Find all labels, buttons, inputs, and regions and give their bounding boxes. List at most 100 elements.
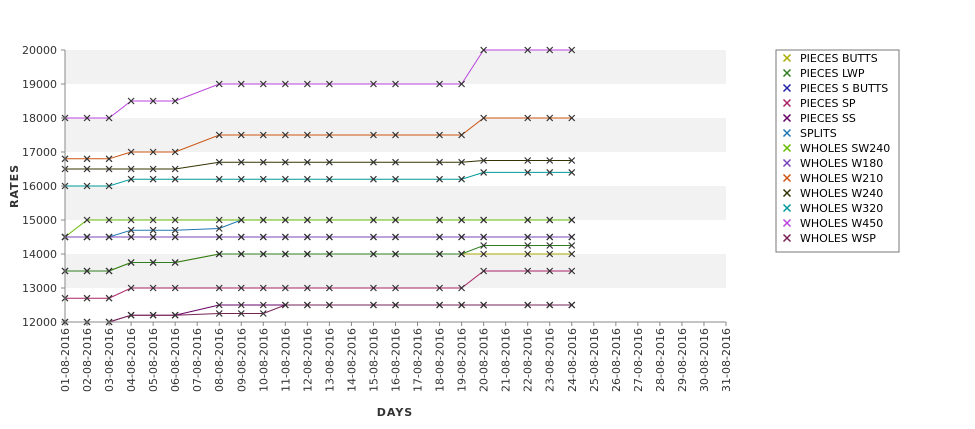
data-point-pieces-sp [237,284,245,292]
data-point-wholes-sw240 [436,216,443,224]
data-point-wholes-w450 [215,80,223,88]
x-tick-label: 10-08-2016 [257,328,270,392]
data-point-wholes-sw240 [105,216,113,224]
x-tick-label: 25-08-2016 [588,328,601,392]
series-wholes-sw240 [64,219,572,238]
data-point-wholes-wsp [127,311,135,319]
y-tick-label: 20000 [22,44,57,57]
data-point-wholes-w210 [436,131,443,139]
x-tick-label: 07-08-2016 [191,328,204,392]
x-tick-label: 27-08-2016 [632,328,645,392]
data-point-wholes-w450 [259,80,267,88]
data-point-wholes-w240 [370,158,377,166]
data-point-wholes-w320 [325,175,333,183]
data-point-wholes-w180 [237,233,245,241]
legend-label: WHOLES W450 [800,217,883,230]
data-point-wholes-w210 [105,155,113,163]
legend-marker [782,68,792,78]
data-point-wholes-w180 [480,233,488,241]
data-point-pieces-sp [259,284,267,292]
x-tick-label: 11-08-2016 [279,328,292,392]
data-point-wholes-wsp [149,311,157,319]
data-point-wholes-sw240 [83,216,91,224]
data-point-wholes-w180 [568,233,576,241]
legend-item-wholes-w450: WHOLES W450 [782,217,883,230]
axes [64,50,726,323]
data-point-wholes-w450 [546,46,554,54]
data-point-wholes-w210 [303,131,311,139]
data-point-wholes-w240 [392,158,399,166]
x-tick-label: 04-08-2016 [125,328,138,392]
legend-label: WHOLES W180 [800,157,883,170]
data-point-pieces-sp [303,284,311,292]
x-axis-ticks: 01-08-2016 02-08-2016 03-08-2016 04-08-2016… [59,322,733,392]
x-tick-label: 28-08-2016 [654,328,667,392]
legend-label: WHOLES W210 [800,172,883,185]
data-point-wholes-w180 [281,233,289,241]
data-point-wholes-w450 [303,80,311,88]
data-point-wholes-w240 [436,158,443,166]
data-point-wholes-sw240 [237,216,245,224]
data-point-pieces-lwp [325,250,333,258]
data-point-pieces-lwp [171,259,179,266]
data-point-wholes-w210 [524,114,532,122]
legend-box [775,49,900,253]
data-point-wholes-w320 [392,175,399,183]
legend-item-pieces-sp: PIECES SP [782,97,856,110]
x-tick-label: 21-08-2016 [500,328,513,392]
data-point-wholes-w320 [105,182,113,190]
x-tick-label: 29-08-2016 [676,328,689,392]
data-point-wholes-w240 [149,165,157,173]
series-markers-wholes-w320 [61,168,576,190]
y-tick-label: 17000 [22,146,57,159]
x-tick-label: 26-08-2016 [610,328,623,392]
data-point-wholes-w240 [480,157,488,164]
data-point-wholes-w240 [215,158,223,166]
data-point-wholes-w450 [105,114,113,122]
legend-label: PIECES SP [800,97,856,110]
data-point-pieces-sp [127,284,135,292]
legend-label: WHOLES WSP [800,232,876,245]
data-point-wholes-w180 [259,233,267,241]
data-point-wholes-w180 [127,233,135,241]
data-point-wholes-sw240 [127,216,135,224]
data-point-wholes-w450 [480,46,488,54]
legend-label: PIECES S BUTTS [800,82,888,95]
x-tick-label: 22-08-2016 [522,328,535,392]
data-point-wholes-sw240 [480,216,488,224]
series-markers-wholes-w240 [61,157,576,173]
data-point-wholes-sw240 [303,216,311,224]
data-point-wholes-w180 [215,233,223,241]
data-point-wholes-w180 [524,233,532,241]
y-axis-ticks: 12000 13000 14000 15000 16000 17000 18000 19000… [22,44,65,329]
data-point-pieces-butts [524,250,532,258]
data-point-wholes-wsp [436,301,443,309]
data-point-wholes-wsp [524,301,532,309]
x-tick-label: 19-08-2016 [456,328,469,392]
data-point-wholes-w210 [480,114,488,122]
data-point-wholes-w320 [259,175,267,183]
data-point-wholes-w450 [171,97,179,105]
data-point-wholes-wsp [458,301,466,309]
data-point-pieces-lwp [458,250,466,258]
data-point-pieces-lwp [105,267,113,275]
data-point-pieces-butts [480,250,488,258]
data-point-wholes-sw240 [524,216,532,224]
legend-label: PIECES LWP [800,67,865,80]
data-point-wholes-w240 [259,158,267,166]
legend-item-wholes-w180: WHOLES W180 [782,157,883,170]
data-point-wholes-w240 [325,158,333,166]
data-point-wholes-w240 [458,158,466,166]
legend: PIECES BUTTS PIECES LWP PIECES S BUTTS PIEC… [775,49,900,253]
legend-label: PIECES SS [800,112,856,125]
legend-item-wholes-w320: WHOLES W320 [782,202,883,215]
data-point-wholes-w450 [83,114,91,122]
data-point-wholes-w240 [171,165,179,173]
legend-marker [782,143,792,153]
data-point-wholes-w320 [237,175,245,183]
y-tick-label: 13000 [22,282,57,295]
data-point-pieces-sp [171,284,179,292]
data-point-pieces-lwp [83,267,91,275]
data-point-wholes-w240 [524,157,532,164]
data-point-wholes-w180 [392,233,399,241]
